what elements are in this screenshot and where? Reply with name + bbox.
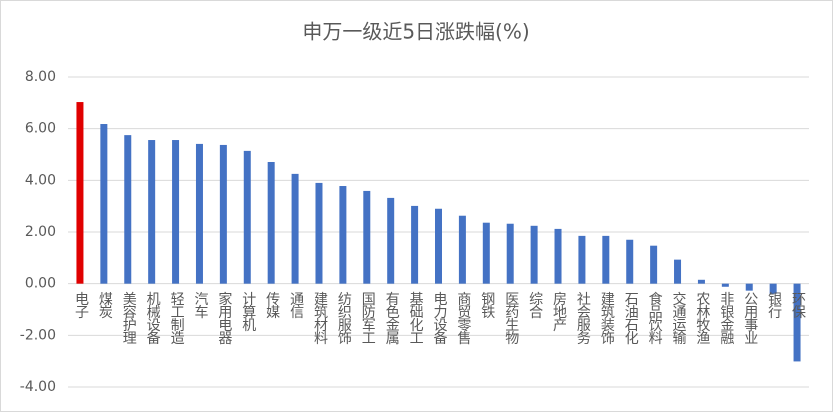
bar xyxy=(554,228,562,284)
x-tick-label: 环保 xyxy=(790,292,806,319)
bar xyxy=(148,140,156,284)
bar xyxy=(674,259,682,284)
chart-title: 申万一级近5日涨跌幅(%) xyxy=(302,20,529,44)
bar xyxy=(195,143,203,284)
x-tick-label: 银行 xyxy=(766,292,782,320)
bar xyxy=(721,283,729,287)
bar xyxy=(291,173,299,284)
y-tick-label: 0.00 xyxy=(25,276,56,292)
bar xyxy=(315,182,323,284)
bar xyxy=(363,190,371,284)
x-tick-label: 基础化工 xyxy=(408,291,424,344)
x-tick-label: 建筑材料 xyxy=(312,292,328,345)
bar xyxy=(267,161,275,284)
bar xyxy=(697,279,705,284)
bar xyxy=(243,150,251,284)
bar xyxy=(100,124,108,284)
bar xyxy=(578,235,586,284)
y-tick-label: 8.00 xyxy=(25,69,56,85)
x-tick-label: 房地产 xyxy=(551,292,567,333)
x-tick-label: 社会服务 xyxy=(575,292,591,345)
bar xyxy=(626,239,634,284)
bar xyxy=(76,102,84,284)
x-tick-label: 商贸零售 xyxy=(455,292,471,345)
bar xyxy=(482,222,490,284)
bar xyxy=(769,283,777,294)
x-tick-label: 有色金属 xyxy=(384,292,400,345)
x-tick-label: 机械设备 xyxy=(145,292,161,345)
x-tick-label: 农林牧渔 xyxy=(694,292,710,345)
x-tick-label: 纺织服饰 xyxy=(336,292,352,345)
x-tick-label: 电力设备 xyxy=(432,292,448,345)
y-tick-label: 4.00 xyxy=(25,172,56,188)
bar xyxy=(650,245,658,284)
x-tick-label: 交通运输 xyxy=(671,291,687,345)
bar xyxy=(411,205,419,284)
x-tick-label: 电子 xyxy=(73,292,89,319)
x-tick-label: 建筑装饰 xyxy=(599,292,615,345)
x-tick-label: 家用电器 xyxy=(216,291,232,345)
bar xyxy=(506,223,514,284)
y-tick-label: 6.00 xyxy=(25,121,56,137)
x-tick-label: 计算机 xyxy=(240,292,256,333)
bar xyxy=(458,215,466,284)
x-tick-label: 通信 xyxy=(288,292,304,319)
bar xyxy=(339,186,347,284)
x-tick-label: 医药生物 xyxy=(503,292,519,346)
bar xyxy=(745,283,753,291)
bar xyxy=(602,235,610,284)
bar xyxy=(172,140,180,284)
x-tick-label: 食品饮料 xyxy=(647,291,663,345)
bar xyxy=(124,135,132,284)
x-tick-label: 综合 xyxy=(527,292,543,319)
bar xyxy=(435,208,442,284)
y-tick-label: 2.00 xyxy=(25,224,56,240)
bar xyxy=(530,225,538,284)
x-tick-label: 美容护理 xyxy=(121,292,137,344)
bar xyxy=(387,197,395,284)
x-tick-label: 轻工制造 xyxy=(169,292,185,346)
y-tick-label: -2.00 xyxy=(20,327,56,343)
x-tick-label: 国防军工 xyxy=(360,292,376,344)
x-tick-label: 公用事业 xyxy=(742,292,758,345)
x-tick-label: 石油石化 xyxy=(623,292,639,346)
x-tick-label: 钢铁 xyxy=(479,292,495,319)
x-tick-label: 煤炭 xyxy=(97,292,113,319)
x-tick-label: 传媒 xyxy=(264,292,280,319)
x-tick-label: 汽车 xyxy=(192,292,208,319)
bar xyxy=(793,283,801,362)
y-tick-label: -4.00 xyxy=(20,379,56,395)
bar xyxy=(219,144,227,284)
x-tick-label: 非银金融 xyxy=(718,292,734,345)
